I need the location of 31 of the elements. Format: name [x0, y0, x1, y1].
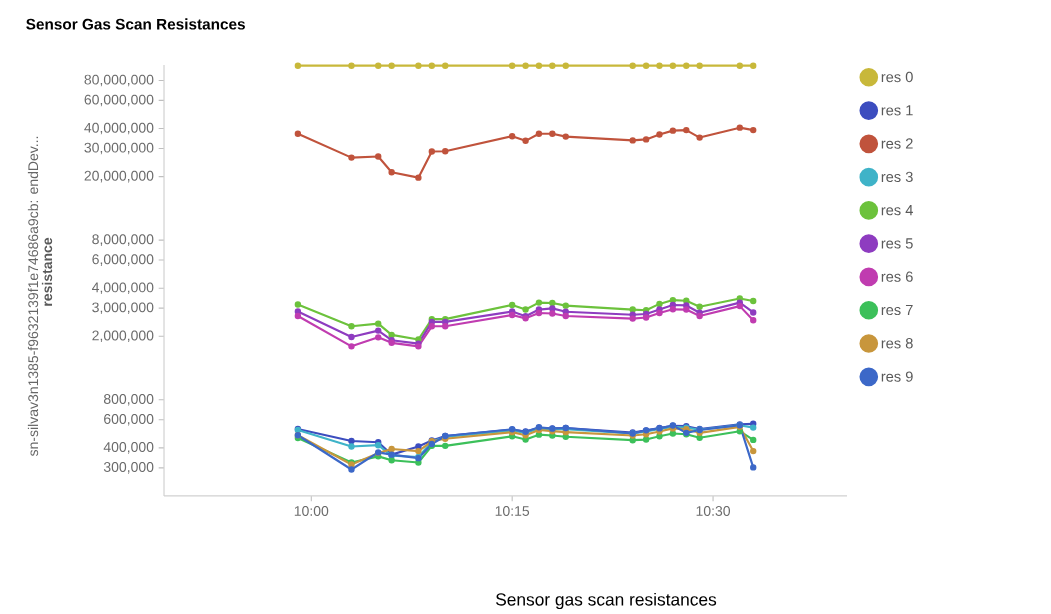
- legend-label: res 2: [881, 138, 913, 149]
- x-tick-label: 10:00: [294, 506, 329, 517]
- legend-label: res 0: [881, 72, 913, 83]
- text: sn-silvav3n1385-f9632139f1e74686a9cb: endDev...: [27, 137, 39, 457]
- legend-label: res 7: [881, 305, 913, 316]
- y-axis-title: resistance: [41, 238, 53, 306]
- y-tick-label: 40,000,000: [84, 123, 154, 135]
- legend-label: res 9: [881, 371, 913, 382]
- legend-label: res 1: [881, 105, 913, 116]
- legend-label: res 3: [881, 171, 913, 183]
- y-tick-label: 400,000: [103, 442, 154, 454]
- chart-title: Sensor Gas Scan Resistances: [26, 18, 245, 30]
- legend-label: res 8: [881, 338, 913, 349]
- y-tick-label: 2,000,000: [92, 330, 154, 343]
- y-tick-label: 60,000,000: [84, 94, 154, 107]
- y-tick-label: 80,000,000: [84, 74, 154, 87]
- y-tick-label: 20,000,000: [84, 171, 154, 183]
- y-tick-label: 300,000: [103, 462, 154, 474]
- y-tick-label: 600,000: [104, 414, 154, 426]
- legend-label: res 4: [881, 205, 913, 216]
- y-tick-label: 800,000: [103, 394, 154, 406]
- y-tick-label: 4,000,000: [92, 282, 154, 295]
- text: Sensor gas scan resistances: [496, 593, 717, 610]
- y-tick-label: 6,000,000: [92, 254, 154, 267]
- x-tick-label: 10:30: [696, 506, 731, 517]
- x-tick-label: 10:15: [495, 506, 530, 517]
- y-tick-label: 3,000,000: [92, 302, 154, 315]
- y-tick-label: 30,000,000: [84, 142, 154, 155]
- legend-label: res 5: [881, 238, 913, 249]
- y-tick-label: 8,000,000: [92, 234, 154, 247]
- legend-label: res 6: [881, 271, 913, 283]
